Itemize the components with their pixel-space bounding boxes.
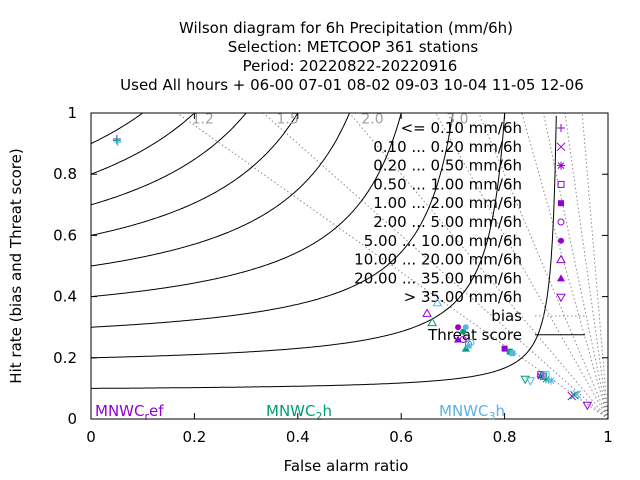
legend-label-6: 5.00 ... 10.00 mm/6h [364,232,522,250]
point-0-6 [455,324,462,331]
y-tick-label-0: 0 [67,410,77,428]
point-2-7 [432,297,443,307]
threat-score-curve-6 [91,113,247,206]
legend: <= 0.10 mm/6h0.10 ... 0.20 mm/6h0.20 ...… [354,119,585,344]
y-tick-label-5: 1 [67,104,77,122]
point-0-1 [567,391,577,401]
axis-ticks: 0 0.2 0.4 0.6 0.8 1 0 0.2 0.4 0.6 0.8 1 [53,104,613,446]
point-2-4 [509,350,516,357]
point-0-4 [501,345,508,352]
x-axis-label: False alarm ratio [284,457,409,475]
legend-label-0: <= 0.10 mm/6h [401,119,522,137]
point-0-8 [454,335,463,343]
y-axis-label: Hit rate (bias and Threat score) [7,148,25,383]
legend-symbol-3 [557,180,565,188]
legend-label-11: Threat score [427,326,522,344]
legend-label-10: bias [491,307,522,325]
bias-label-1: 1.5 [277,112,299,128]
legend-label-9: > 35.00 mm/6h [404,288,522,306]
model-labels: MNWCref MNWC2h MNWC3h [95,402,505,423]
legend-symbol-1 [556,142,566,152]
bias-label-2: 2.0 [361,112,383,128]
point-0-7 [422,308,432,317]
chart-title: Wilson diagram for 6h Precipitation (mm/… [120,19,584,94]
threat-score-curve-3 [91,113,402,298]
threat-score-curve-8 [91,113,144,145]
legend-symbol-2 [557,161,565,170]
threat-score-curve-4 [91,113,351,267]
point-2-6 [462,324,469,331]
legend-label-2: 0.20 ... 0.50 mm/6h [373,157,522,175]
title-line-2: Selection: METCOOP 361 stations [228,38,479,56]
data-points [112,135,593,411]
threat-score-curve-0 [91,115,557,389]
legend-symbol-0 [557,124,565,132]
legend-symbol-8 [557,274,565,282]
bias-label-0: 1.2 [192,112,214,128]
point-2-0 [113,138,122,147]
x-tick-label-2: 0.4 [286,428,310,446]
legend-label-4: 1.00 ... 2.00 mm/6h [373,194,522,212]
bias-line-3 [435,113,608,419]
x-tick-label-3: 0.6 [389,428,413,446]
point-1-1 [570,390,579,400]
title-line-1: Wilson diagram for 6h Precipitation (mm/… [179,19,513,37]
point-2-2 [547,376,556,385]
x-tick-label-5: 1 [603,428,613,446]
title-line-4: Used All hours + 06-00 07-01 08-02 09-03… [120,76,584,94]
reference-curves [91,113,608,419]
legend-label-8: 20.00 ... 35.00 mm/6h [354,269,522,287]
point-2-1 [572,390,582,399]
legend-symbol-4 [558,200,564,207]
legend-symbol-7 [556,254,566,264]
threat-score-curve-2 [91,113,454,328]
y-tick-label-2: 0.4 [53,288,77,306]
legend-label-7: 10.00 ... 20.00 mm/6h [354,251,522,269]
threat-score-curve-1 [91,113,506,359]
point-2-8 [464,341,473,349]
point-2-3 [542,371,550,379]
bias-labels: 1.2 1.5 2.0 3.0 [192,112,469,128]
x-tick-label-1: 0.2 [182,428,206,446]
x-tick-label-0: 0 [86,428,96,446]
point-0-9 [582,401,593,411]
y-tick-label-1: 0.2 [53,349,77,367]
bias-line-0 [176,113,608,419]
legend-label-1: 0.10 ... 0.20 mm/6h [373,138,522,156]
y-tick-label-4: 0.8 [53,165,77,183]
point-1-6 [460,328,467,335]
legend-symbol-9 [556,293,566,303]
legend-symbol-5 [557,218,565,226]
plot-frame [90,112,609,420]
bias-label-3: 3.0 [446,112,468,128]
y-tick-label-3: 0.6 [53,226,77,244]
title-line-3: Period: 20220822-20220916 [243,57,458,75]
legend-label-5: 2.00 ... 5.00 mm/6h [373,213,522,231]
model-label-2: MNWC3h [439,402,505,423]
x-tick-label-4: 0.8 [493,428,517,446]
legend-label-3: 0.50 ... 1.00 mm/6h [373,175,522,193]
threat-score-curve-7 [91,113,196,175]
point-1-7 [427,317,438,327]
point-2-9 [525,377,536,386]
bias-line-5 [521,113,608,419]
threat-score-curve-5 [91,113,299,236]
point-1-0 [112,136,121,145]
model-label-1: MNWC2h [266,402,332,423]
model-label-0: MNWCref [95,402,164,423]
bias-line-6 [542,113,608,419]
bias-line-8 [581,113,608,419]
legend-symbol-6 [558,237,564,244]
